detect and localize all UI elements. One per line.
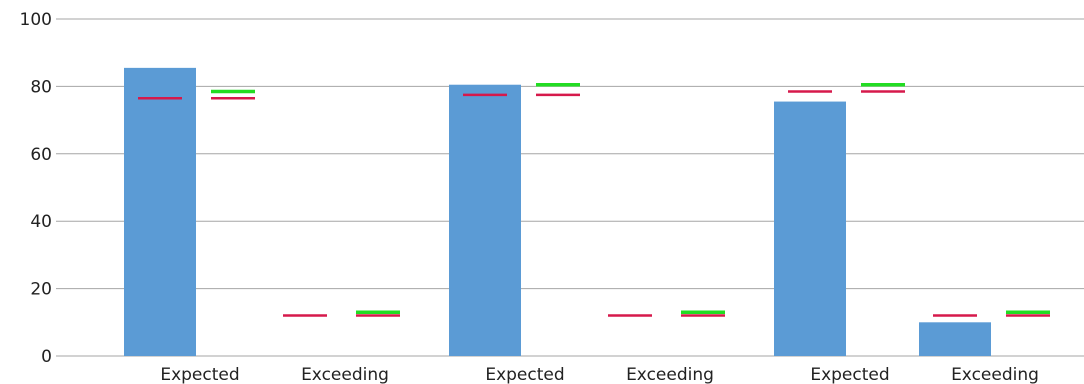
y-tick-label: 60 bbox=[30, 145, 52, 165]
y-tick-label: 40 bbox=[30, 212, 52, 232]
bar-5 bbox=[919, 322, 991, 356]
y-tick-label: 0 bbox=[41, 347, 52, 367]
x-category-label: Exceeding bbox=[626, 365, 714, 384]
y-tick-label: 80 bbox=[30, 77, 52, 97]
x-category-label: Expected bbox=[160, 365, 239, 384]
bar-2 bbox=[449, 84, 521, 356]
x-category-label: Exceeding bbox=[951, 365, 1039, 384]
y-tick-label: 100 bbox=[20, 10, 52, 30]
y-tick-label: 20 bbox=[30, 280, 52, 300]
x-category-label: Expected bbox=[485, 365, 564, 384]
bar-4 bbox=[774, 101, 846, 356]
bar-0 bbox=[124, 67, 196, 357]
x-category-label: Exceeding bbox=[301, 365, 389, 384]
x-category-label: Expected bbox=[810, 365, 889, 384]
